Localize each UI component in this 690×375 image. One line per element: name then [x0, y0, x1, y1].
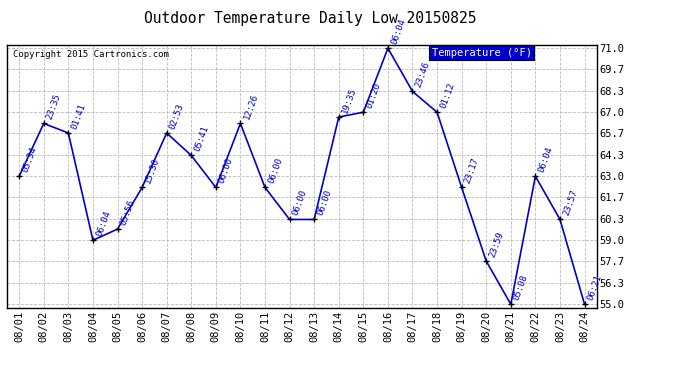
Text: Temperature (°F): Temperature (°F) — [432, 48, 532, 58]
Text: 01:41: 01:41 — [70, 102, 88, 130]
Text: Outdoor Temperature Daily Low 20150825: Outdoor Temperature Daily Low 20150825 — [144, 11, 477, 26]
Text: 05:56: 05:56 — [119, 198, 137, 226]
Text: 06:00: 06:00 — [217, 156, 235, 184]
Text: 06:04: 06:04 — [95, 209, 112, 237]
Text: 05:41: 05:41 — [193, 124, 210, 153]
Text: 06:00: 06:00 — [291, 188, 308, 217]
Text: 06:00: 06:00 — [266, 156, 284, 184]
Text: 01:20: 01:20 — [365, 81, 382, 110]
Text: 06:04: 06:04 — [389, 17, 407, 45]
Text: Copyright 2015 Cartronics.com: Copyright 2015 Cartronics.com — [13, 50, 168, 59]
Text: 01:12: 01:12 — [438, 81, 456, 110]
Text: 23:35: 23:35 — [45, 92, 63, 121]
Text: 23:57: 23:57 — [562, 188, 579, 217]
Text: 12:26: 12:26 — [241, 92, 259, 121]
Text: 23:17: 23:17 — [463, 156, 481, 184]
Text: 05:08: 05:08 — [512, 273, 530, 302]
Text: 06:04: 06:04 — [537, 145, 555, 174]
Text: 05:34: 05:34 — [21, 145, 38, 174]
Text: 19:35: 19:35 — [340, 86, 358, 114]
Text: 23:46: 23:46 — [414, 60, 431, 88]
Text: 15:30: 15:30 — [144, 156, 161, 184]
Text: 02:53: 02:53 — [168, 102, 186, 130]
Text: 23:59: 23:59 — [488, 230, 505, 258]
Text: 06:21: 06:21 — [586, 273, 604, 302]
Text: 06:00: 06:00 — [315, 188, 333, 217]
